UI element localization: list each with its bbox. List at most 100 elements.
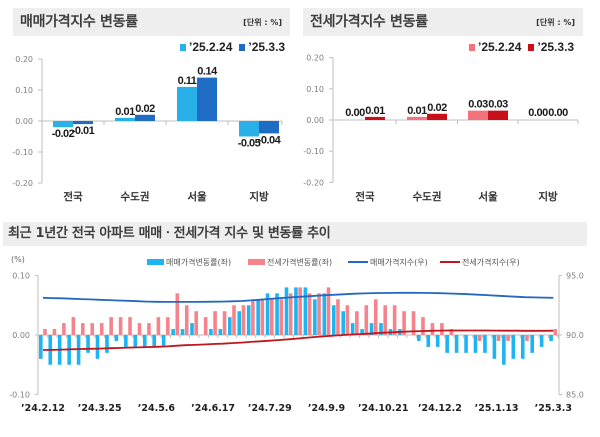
sales-change-bar xyxy=(492,335,497,359)
data-label: 0.14 xyxy=(197,66,218,78)
legend-label: 매매가격변동률(좌) xyxy=(166,257,232,267)
sales-change-bar xyxy=(360,329,364,335)
legend-swatch xyxy=(469,43,475,51)
sales-change-bar xyxy=(265,293,270,335)
sales-change-bar xyxy=(142,335,147,347)
sales-change-bar xyxy=(294,287,298,335)
jeonse-change-bar xyxy=(241,305,246,335)
legend-item-this-week: ’25.3.3 xyxy=(239,40,285,54)
sales-change-bar xyxy=(341,311,345,335)
data-label: 0.01 xyxy=(115,106,135,118)
x-tick-label: ’24.5.6 xyxy=(138,403,176,414)
y-tick-label: 0.20 xyxy=(306,54,324,63)
legend-item-this-week: ’25.3.3 xyxy=(528,40,574,54)
x-tick-label: ’24.3.25 xyxy=(78,403,122,414)
jeonse-change-bar xyxy=(166,317,170,335)
legend-item-jeonse-change: 전세가격변동률(좌) xyxy=(248,256,332,268)
bar xyxy=(135,114,155,121)
jeonse-change-bar xyxy=(553,329,558,335)
legend-swatch xyxy=(248,259,265,265)
x-tick-label: ’25.3.3 xyxy=(535,403,572,414)
trend-header: 최근 1년간 전국 아파트 매매ㆍ전세가격 지수 및 변동률 추이 xyxy=(3,222,587,246)
x-tick-label: ’24.6.17 xyxy=(191,403,235,414)
jeonse-change-bar xyxy=(307,293,312,335)
sales-change-bar xyxy=(426,335,431,347)
category-label: 서울 xyxy=(478,190,498,203)
jeonse-change-bar xyxy=(402,311,406,335)
jeonse-change-bar xyxy=(203,317,208,335)
sales-change-bar xyxy=(331,305,336,335)
jeonse-change-bar xyxy=(411,311,416,335)
x-tick-label: ’24.9.9 xyxy=(308,403,345,414)
data-label: 0.11 xyxy=(178,75,197,87)
legend-item-prev-week: ’25.2.24 xyxy=(180,40,232,54)
data-label: 0.00 xyxy=(548,107,568,119)
sales-change-bar xyxy=(303,287,308,335)
sales-change-bar xyxy=(246,305,251,335)
sales-change-bar xyxy=(530,335,534,353)
sales-change-bar xyxy=(445,335,449,353)
sales-change-bar xyxy=(161,335,166,347)
sales-change-header: 매매가격지수 변동률 [단위 : %] xyxy=(13,8,290,36)
bar xyxy=(468,110,488,120)
jeonse-change-bar xyxy=(175,293,180,335)
sales-change-bar xyxy=(180,329,185,335)
sales-change-bar xyxy=(256,299,260,335)
category-label: 전국 xyxy=(355,190,375,203)
left-y-tick-label: -0.10 xyxy=(9,391,30,400)
bar xyxy=(53,121,73,128)
data-label: 0.02 xyxy=(427,102,447,114)
jeonse-change-bar xyxy=(440,323,444,335)
legend-item-prev-week: ’25.2.24 xyxy=(469,40,521,54)
jeonse-change-bar xyxy=(449,329,454,335)
jeonse-change-bar xyxy=(336,299,340,335)
sales-change-bar xyxy=(39,335,43,359)
legend-item-jeonse-index: 전세가격지수(우) xyxy=(440,256,520,268)
left-y-tick-label: 0.10 xyxy=(12,272,30,281)
data-label: 0.00 xyxy=(528,107,548,119)
legend-label: 전세가격지수(우) xyxy=(462,257,520,267)
sales-change-bar xyxy=(464,335,468,353)
legend-line-swatch xyxy=(440,261,460,263)
jeonse-change-bar xyxy=(118,317,123,335)
sales-change-bar xyxy=(237,311,242,335)
bar xyxy=(259,121,279,134)
category-label: 전국 xyxy=(63,190,83,203)
sales-change-bar xyxy=(473,335,478,353)
jeonse-change-bar xyxy=(326,287,331,335)
data-label: -0.01 xyxy=(72,125,95,137)
jeonse-change-bar xyxy=(270,299,274,335)
legend-line-swatch xyxy=(348,261,368,263)
jeonse-change-bar xyxy=(345,305,350,335)
y-tick-label: -0.20 xyxy=(12,179,33,188)
sales-change-bar xyxy=(105,335,109,353)
bar xyxy=(488,110,508,120)
sales-change-bar xyxy=(284,287,289,335)
sales-change-bar xyxy=(520,335,525,359)
jeonse-change-bar xyxy=(52,329,57,335)
data-label: 0.01 xyxy=(365,105,385,117)
sales-change-bar xyxy=(539,335,544,347)
bar xyxy=(239,121,259,137)
sales-change-bar xyxy=(133,335,138,347)
jeonse-change-bar xyxy=(279,299,284,335)
jeonse-change-bar xyxy=(90,323,95,335)
jeonse-change-bar xyxy=(383,305,387,335)
jeonse-change-bar xyxy=(364,305,369,335)
bar xyxy=(115,117,135,121)
sales-index-line xyxy=(42,291,554,303)
sales-change-bar xyxy=(228,317,232,335)
jeonse-change-legend: ’25.2.24 ’25.3.3 xyxy=(469,40,581,54)
category-label: 지방 xyxy=(538,190,558,203)
jeonse-change-bar xyxy=(184,305,189,335)
category-label: 서울 xyxy=(187,190,207,203)
jeonse-change-bar xyxy=(260,299,265,335)
legend-label: ’25.2.24 xyxy=(189,40,233,54)
data-label: -0.04 xyxy=(258,134,282,146)
bar xyxy=(197,77,217,121)
x-tick-label: ’24.7.29 xyxy=(248,403,292,414)
legend-label: ’25.3.3 xyxy=(537,40,575,54)
sales-change-bar xyxy=(502,335,506,365)
